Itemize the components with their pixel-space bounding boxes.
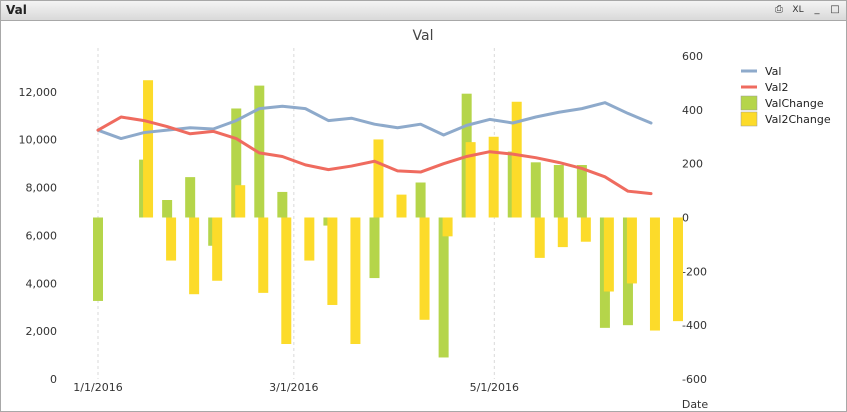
val2change-bar (304, 217, 315, 261)
val2change-bar (673, 217, 683, 322)
val2change-bar (258, 217, 269, 293)
val2change-bar (626, 217, 637, 284)
val2change-bar (143, 80, 154, 218)
val2change-bar (166, 217, 177, 261)
val2change-bar (465, 142, 476, 218)
x-axis-title: Date (682, 398, 709, 411)
caption-bar: Val ⎙ XL _ □ (1, 1, 846, 21)
x-tick-label: 5/1/2016 (470, 381, 519, 394)
y-tick-label: 12,000 (19, 86, 58, 99)
valchange-bar (231, 108, 242, 218)
combo-chart: Val 0 2,000 4,000 6,000 8,000 10,000 12,000 -600… (19, 28, 831, 411)
val2change-bar (373, 139, 384, 218)
val2change-bar (603, 217, 614, 292)
y2-tick-label: -400 (682, 319, 707, 332)
y2-tick-label: -600 (682, 373, 707, 386)
val-line (96, 101, 653, 141)
x-tick-label: 1/1/2016 (73, 381, 122, 394)
valchange-bar (185, 177, 196, 218)
caption-buttons: ⎙ XL _ □ (772, 2, 842, 18)
y2-tick-label: 200 (682, 158, 703, 171)
y2-tick-label: 600 (682, 50, 703, 63)
export-xl-button[interactable]: XL (792, 5, 804, 15)
print-icon[interactable]: ⎙ (775, 4, 783, 15)
val2change-bar (212, 217, 223, 281)
valchange-bar (530, 162, 541, 218)
y-tick-label: 8,000 (26, 182, 58, 195)
y2-tick-label: 0 (682, 212, 689, 225)
val2change-bar (419, 217, 430, 320)
y2-tick-label: -200 (682, 265, 707, 278)
legend-swatch-bar (740, 111, 758, 127)
chart-title: Val (413, 28, 434, 44)
legend-label: ValChange (765, 97, 824, 110)
val2change-bar (488, 136, 499, 218)
legend-label: Val (765, 65, 781, 78)
legend-label: Val2Change (765, 113, 831, 126)
valchange-bar (553, 165, 564, 218)
valchange-bar (277, 191, 288, 218)
valchange-bar (438, 217, 449, 358)
val2change-bar (511, 101, 522, 218)
maximize-icon[interactable]: □ (830, 4, 840, 15)
val2change-bar (189, 217, 200, 295)
y-tick-label: 0 (50, 373, 57, 386)
val2change-bar (281, 217, 292, 345)
val2change-bar (350, 217, 361, 345)
val2change-bar (649, 217, 660, 331)
valchange-bar (162, 200, 173, 218)
val2change-bar (580, 217, 591, 242)
val2change-bar (396, 194, 407, 218)
minimize-icon[interactable]: _ (814, 4, 820, 15)
valchange-bar (369, 217, 380, 279)
legend-label: Val2 (765, 81, 788, 94)
val2change-bar (557, 217, 568, 248)
y-tick-label: 4,000 (26, 277, 58, 290)
y2-tick-label: 400 (682, 104, 703, 117)
val2-line (96, 115, 653, 196)
y-tick-label: 2,000 (26, 325, 58, 338)
y-tick-label: 10,000 (19, 134, 58, 147)
val2change-bar (327, 217, 338, 305)
valchange-bar (415, 182, 426, 218)
window-title: Val (6, 3, 27, 17)
valchange-bar (576, 165, 587, 218)
val2change-bar (442, 217, 453, 237)
val2change-bar (534, 217, 545, 258)
y-tick-label: 6,000 (26, 229, 58, 242)
x-tick-label: 3/1/2016 (269, 381, 318, 394)
valchange-bar (93, 217, 103, 301)
legend-swatch-bar (740, 95, 758, 111)
val2change-bar (235, 185, 246, 218)
